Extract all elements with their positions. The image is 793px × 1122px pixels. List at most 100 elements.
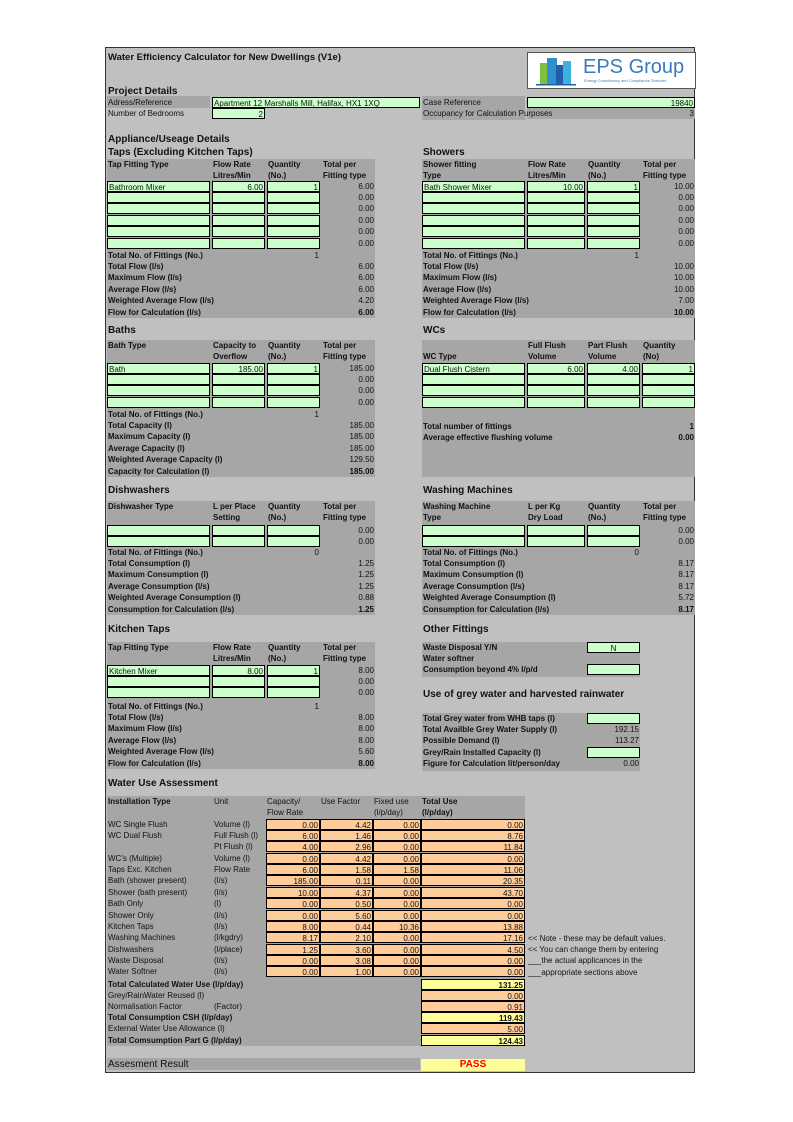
taps-input[interactable]: 1 [267, 180, 320, 192]
wcs-input[interactable]: 1 [642, 362, 695, 374]
showers-input[interactable]: Bath Shower Mixer [422, 180, 525, 192]
washing-input[interactable] [587, 524, 640, 536]
address-input[interactable]: Apartment 12 Marshalls Mill, Halifax, HX… [212, 96, 420, 108]
dishwashers-total-per-type: 0.00 [358, 536, 374, 546]
baths-input[interactable] [107, 396, 210, 408]
bedrooms-input[interactable]: 2 [212, 107, 265, 119]
washing-input[interactable] [587, 535, 640, 547]
wcs-input[interactable] [422, 385, 525, 397]
taps-input[interactable] [212, 214, 265, 226]
showers-input[interactable] [587, 226, 640, 238]
taps-input[interactable] [267, 214, 320, 226]
washing-input[interactable] [527, 535, 585, 547]
dishwashers-input[interactable] [212, 535, 265, 547]
kitchen-input[interactable] [212, 687, 265, 699]
wcs-input[interactable] [587, 385, 640, 397]
case-reference-input[interactable]: 19840 [527, 96, 695, 108]
taps-input[interactable] [107, 214, 210, 226]
showers-input[interactable] [422, 226, 525, 238]
baths-input[interactable] [212, 396, 265, 408]
wcs-input[interactable] [587, 373, 640, 385]
wcs-input[interactable]: Dual Flush Cistern [422, 362, 525, 374]
showers-input[interactable] [587, 203, 640, 215]
other-fitting-input[interactable] [587, 664, 640, 676]
taps-input[interactable] [212, 191, 265, 203]
showers-input[interactable] [587, 191, 640, 203]
taps-input[interactable] [107, 191, 210, 203]
baths-input[interactable] [107, 373, 210, 385]
showers-input[interactable] [527, 214, 585, 226]
wcs-input[interactable]: 4.00 [587, 362, 640, 374]
taps-input[interactable] [212, 226, 265, 238]
wcs-input[interactable]: 6.00 [527, 362, 585, 374]
taps-input[interactable] [267, 237, 320, 249]
dishwashers-input[interactable] [267, 535, 320, 547]
showers-input[interactable] [422, 214, 525, 226]
washing-input[interactable] [422, 535, 525, 547]
baths-input[interactable] [267, 396, 320, 408]
taps-total-per-type: 0.00 [358, 192, 374, 202]
wcs-input[interactable] [527, 396, 585, 408]
taps-input[interactable] [267, 203, 320, 215]
baths-input[interactable]: 185.00 [212, 362, 265, 374]
kitchen-input[interactable] [267, 687, 320, 699]
kitchen-input[interactable] [212, 675, 265, 687]
taps-input[interactable] [267, 226, 320, 238]
dishwashers-input[interactable] [107, 535, 210, 547]
kitchen-input[interactable]: 8.00 [212, 664, 265, 676]
showers-total-value: 10.00 [673, 273, 694, 283]
taps-total-per-type: 0.00 [358, 215, 374, 225]
showers-input[interactable] [527, 237, 585, 249]
kitchen-input[interactable] [107, 675, 210, 687]
showers-input[interactable] [422, 191, 525, 203]
showers-input[interactable] [422, 203, 525, 215]
showers-input[interactable] [527, 191, 585, 203]
baths-input[interactable] [212, 385, 265, 397]
kitchen-input[interactable] [107, 687, 210, 699]
showers-input[interactable] [422, 237, 525, 249]
showers-input[interactable] [587, 237, 640, 249]
dishwashers-input[interactable] [212, 524, 265, 536]
dishwashers-input[interactable] [107, 524, 210, 536]
wcs-input[interactable] [422, 373, 525, 385]
wcs-input[interactable] [527, 373, 585, 385]
showers-input[interactable] [527, 226, 585, 238]
baths-input[interactable]: Bath [107, 362, 210, 374]
wcs-input[interactable] [527, 385, 585, 397]
taps-input[interactable] [107, 226, 210, 238]
baths-input[interactable] [107, 385, 210, 397]
wcs-input[interactable] [642, 385, 695, 397]
taps-input[interactable]: Bathroom Mixer [107, 180, 210, 192]
baths-input[interactable]: 1 [267, 362, 320, 374]
kitchen-input[interactable] [267, 675, 320, 687]
kitchen-input[interactable]: 1 [267, 664, 320, 676]
washing-input[interactable] [527, 524, 585, 536]
taps-input[interactable] [107, 203, 210, 215]
other-fitting-input[interactable]: N [587, 641, 640, 653]
baths-input[interactable] [267, 373, 320, 385]
wcs-input[interactable] [642, 373, 695, 385]
taps-input[interactable] [107, 237, 210, 249]
showers-input[interactable]: 10.00 [527, 180, 585, 192]
showers-input[interactable]: 1 [587, 180, 640, 192]
taps-header: Tap Fitting Type [108, 159, 169, 169]
showers-input[interactable] [587, 214, 640, 226]
kitchen-input[interactable]: Kitchen Mixer [107, 664, 210, 676]
wcs-input[interactable] [422, 396, 525, 408]
grey-water-label: Figure for Calculation lit/person/day [423, 759, 560, 769]
grey-water-value[interactable] [587, 712, 640, 724]
wcs-input[interactable] [642, 396, 695, 408]
taps-total-per-type: 0.00 [358, 227, 374, 237]
showers-input[interactable] [527, 203, 585, 215]
grey-water-value[interactable] [587, 746, 640, 758]
baths-input[interactable] [267, 385, 320, 397]
showers-total-per-type: 0.00 [678, 227, 694, 237]
dishwashers-input[interactable] [267, 524, 320, 536]
taps-input[interactable] [212, 237, 265, 249]
taps-input[interactable] [267, 191, 320, 203]
baths-input[interactable] [212, 373, 265, 385]
wcs-input[interactable] [587, 396, 640, 408]
washing-input[interactable] [422, 524, 525, 536]
taps-input[interactable] [212, 203, 265, 215]
taps-input[interactable]: 6.00 [212, 180, 265, 192]
